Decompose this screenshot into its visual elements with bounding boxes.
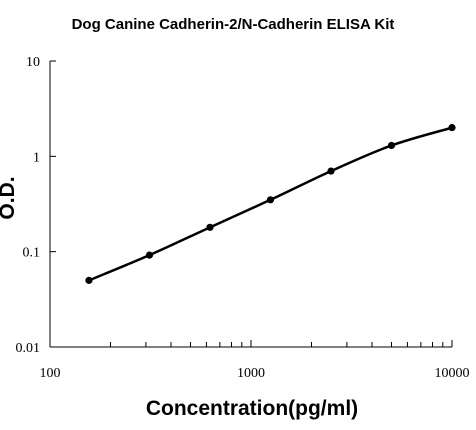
tick-labels: 0.01 0.1 1 10 100 1000 10000 bbox=[16, 55, 470, 381]
y-tick-label: 1 bbox=[33, 150, 40, 165]
x-axis-title: Concentration(pg/ml) bbox=[146, 397, 358, 420]
x-tick-label: 10000 bbox=[435, 366, 470, 381]
axis-ticks bbox=[49, 60, 453, 348]
data-point bbox=[448, 124, 456, 132]
data-point bbox=[266, 196, 275, 204]
y-tick-label: 0.01 bbox=[16, 341, 41, 356]
series-line bbox=[87, 126, 454, 282]
x-tick-label: 1000 bbox=[237, 366, 265, 381]
axes bbox=[49, 61, 452, 348]
data-point bbox=[327, 167, 335, 175]
data-point bbox=[387, 141, 396, 150]
y-tick-label: 0.1 bbox=[23, 246, 41, 261]
data-point bbox=[85, 276, 93, 284]
y-axis-title: O.D. bbox=[0, 176, 19, 219]
data-point bbox=[145, 251, 154, 259]
chart-title: Dog Canine Cadherin-2/N-Cadherin ELISA K… bbox=[72, 16, 395, 33]
y-tick-label: 10 bbox=[26, 55, 40, 70]
x-tick-label: 100 bbox=[40, 366, 61, 381]
data-points bbox=[85, 124, 456, 284]
data-point bbox=[206, 223, 214, 231]
series-line-layer bbox=[87, 126, 454, 282]
